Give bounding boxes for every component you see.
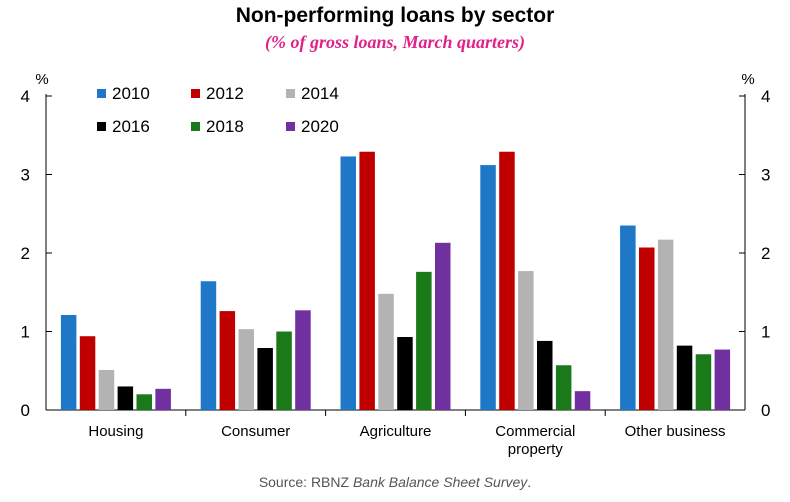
source-suffix: . <box>527 474 532 490</box>
y-tick-label-right: 3 <box>761 166 770 185</box>
bar <box>359 151 375 411</box>
source-prefix: Source: RBNZ <box>258 474 353 490</box>
legend-swatch <box>286 122 295 131</box>
bar <box>537 340 553 410</box>
bar <box>295 310 311 410</box>
x-tick-label: Commercial property <box>495 423 575 458</box>
chart-subtitle: (% of gross loans, March quarters) <box>264 32 526 52</box>
bar <box>518 271 534 410</box>
bar <box>60 315 77 410</box>
y-tick-label-left: 3 <box>21 166 30 185</box>
bar <box>136 394 152 410</box>
bar <box>219 311 236 410</box>
y-tick-label-left: 4 <box>21 87 30 106</box>
legend-swatch <box>191 89 200 98</box>
bar <box>714 349 731 410</box>
bar <box>435 242 451 410</box>
bar <box>695 354 712 410</box>
x-tick-label: Other business <box>625 423 726 440</box>
source-note: Source: RBNZ Bank Balance Sheet Survey. <box>0 474 790 490</box>
bar <box>676 345 693 410</box>
plot-area: 0 0 1 1 2 2 3 3 4 4% % Housing Consumer Agriculture Co… <box>21 71 771 458</box>
bar <box>257 347 273 410</box>
bar <box>416 271 432 410</box>
y-tick-label-right: 4 <box>761 87 770 106</box>
x-tick-label: Consumer <box>221 423 290 440</box>
x-tick-label: Agriculture <box>360 423 432 440</box>
bar <box>79 336 96 410</box>
y-tick-label-right: 0 <box>761 401 770 420</box>
bar <box>238 329 254 410</box>
bar <box>397 337 413 410</box>
y-tick-label-left: 1 <box>21 323 30 342</box>
legend-swatch <box>191 122 200 131</box>
bars <box>60 151 731 411</box>
bar <box>639 247 655 410</box>
legend-label: 2020 <box>301 117 339 136</box>
x-tick-label: Housing <box>88 423 143 440</box>
bar <box>200 281 217 410</box>
bar <box>276 331 292 410</box>
legend-swatch <box>97 89 106 98</box>
legend-label: 2018 <box>206 117 244 136</box>
legend: 2010 2012 2014 2016 2018 2020 <box>97 84 339 136</box>
bar <box>555 365 572 410</box>
bar <box>98 369 115 410</box>
source-survey-name: Bank Balance Sheet Survey <box>352 474 528 490</box>
bar <box>378 293 394 410</box>
bar <box>155 388 171 410</box>
legend-swatch <box>286 89 295 98</box>
legend-label: 2012 <box>206 84 244 103</box>
legend-label: 2014 <box>301 84 339 103</box>
legend-swatch <box>97 122 106 131</box>
legend-label: 2010 <box>112 84 150 103</box>
y-tick-label-left: 0 <box>21 401 30 420</box>
bar <box>480 165 496 410</box>
y-tick-label-left: 2 <box>21 244 30 263</box>
bar <box>340 156 356 410</box>
bar <box>574 391 591 410</box>
bar <box>657 239 674 410</box>
bar <box>117 386 134 410</box>
y-unit-label-left: % <box>35 71 48 88</box>
legend-label: 2016 <box>112 117 150 136</box>
bar <box>499 151 515 411</box>
bar <box>620 225 636 410</box>
y-unit-label-right: % <box>741 71 754 88</box>
chart-title: Non-performing loans by sector <box>235 4 555 27</box>
y-tick-label-right: 1 <box>761 323 770 342</box>
y-tick-label-right: 2 <box>761 244 770 263</box>
